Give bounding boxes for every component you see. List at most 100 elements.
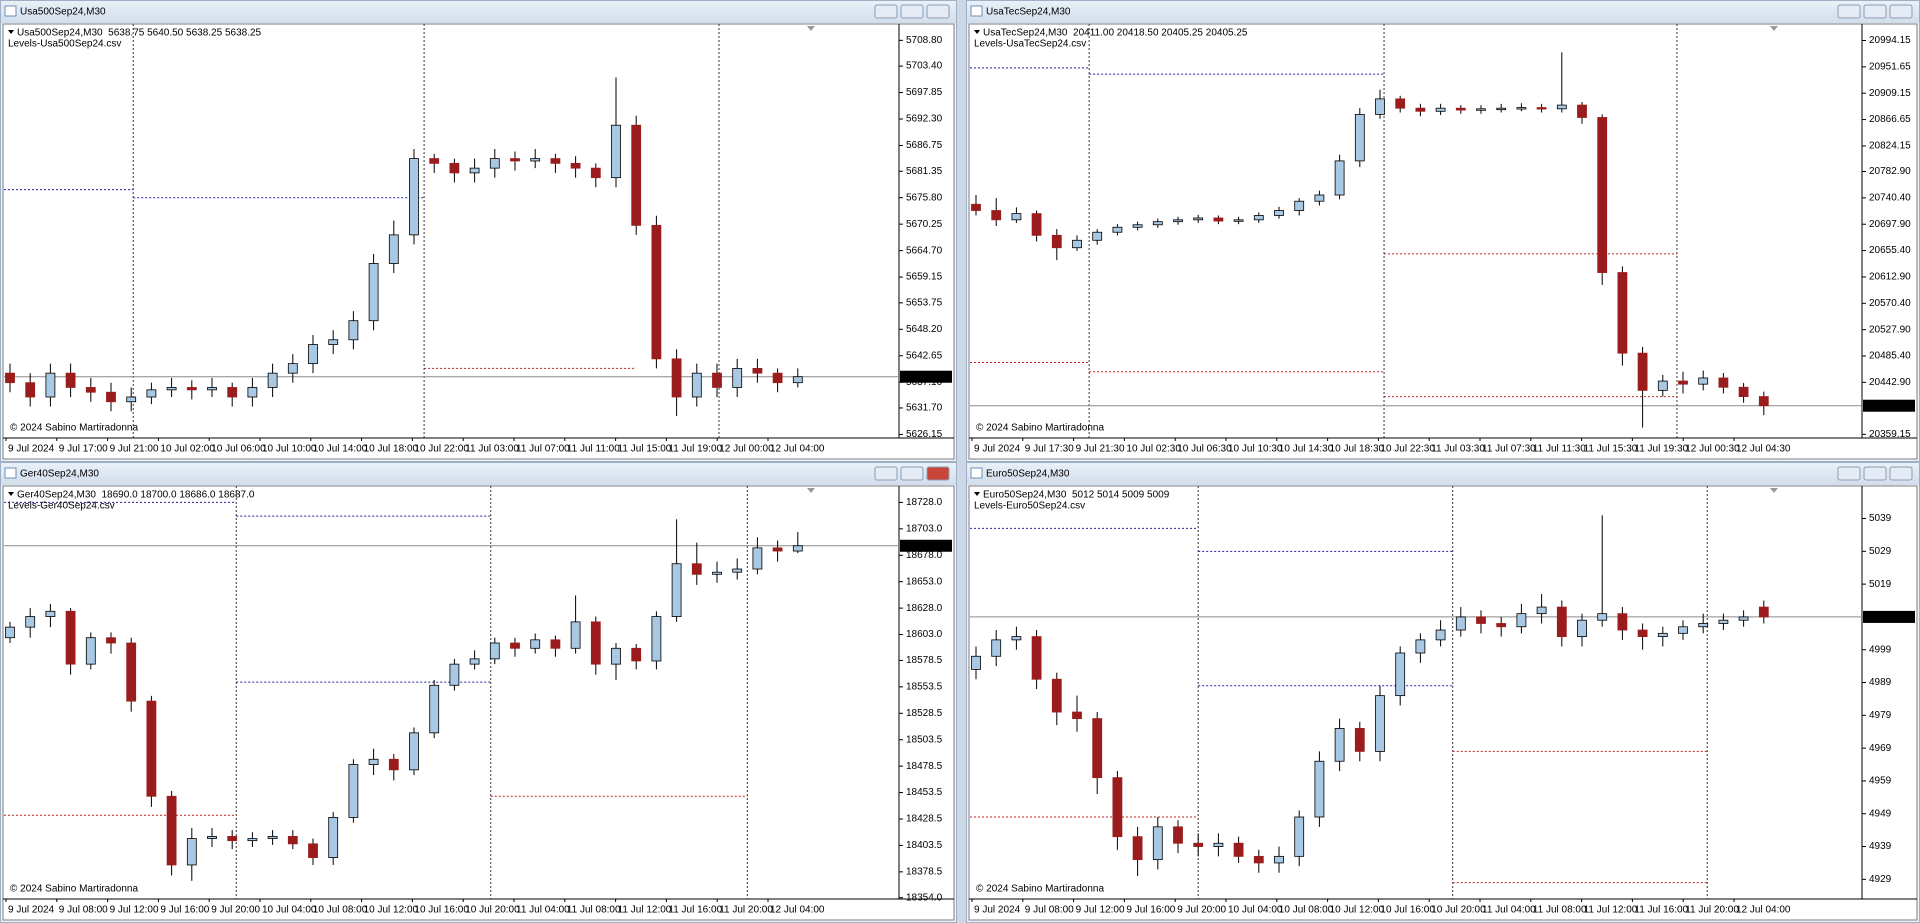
close-button[interactable] bbox=[926, 4, 950, 19]
candle-body bbox=[1657, 632, 1668, 638]
price-tag-label: 5638.25 bbox=[904, 371, 941, 382]
candle-body bbox=[106, 391, 116, 403]
price-tag bbox=[1863, 399, 1915, 412]
y-tick-label: 20782.90 bbox=[1869, 166, 1911, 177]
candle-body bbox=[1233, 842, 1244, 857]
candle-body bbox=[651, 224, 662, 360]
candle-body bbox=[1072, 239, 1082, 249]
candle-body bbox=[1556, 606, 1567, 638]
y-tick-label: 5703.40 bbox=[906, 61, 943, 72]
candle-body bbox=[651, 616, 662, 662]
candle-body bbox=[1354, 113, 1365, 162]
candle-body bbox=[1496, 107, 1507, 111]
candle-body bbox=[1092, 718, 1103, 779]
shift-marker bbox=[807, 26, 815, 31]
candle-body bbox=[1617, 272, 1628, 354]
y-tick-label: 20866.65 bbox=[1869, 114, 1911, 125]
candle-body bbox=[1657, 380, 1668, 391]
maximize-button[interactable] bbox=[900, 4, 924, 19]
candle-body bbox=[207, 836, 217, 839]
candle-body bbox=[227, 387, 238, 398]
candle-body bbox=[1718, 377, 1729, 388]
candle-body bbox=[388, 234, 399, 264]
candle-body bbox=[247, 387, 258, 398]
close-button[interactable] bbox=[1889, 4, 1913, 19]
y-tick-label: 18653.0 bbox=[906, 576, 943, 587]
x-tick-label: 10 Jul 02:30 bbox=[1126, 444, 1181, 455]
x-tick-label: 11 Jul 03:00 bbox=[465, 444, 519, 455]
y-tick-label: 5039 bbox=[1869, 513, 1892, 524]
y-tick-label: 18578.5 bbox=[906, 655, 943, 666]
candle-body bbox=[287, 363, 298, 374]
maximize-button[interactable] bbox=[1863, 466, 1887, 481]
close-button[interactable] bbox=[1889, 466, 1913, 481]
price-tag-label: 18687.0 bbox=[904, 540, 941, 551]
candle-body bbox=[409, 732, 419, 771]
copyright: © 2024 Sabino Martiradonna bbox=[976, 884, 1104, 895]
candle-body bbox=[85, 387, 96, 393]
shift-marker bbox=[1770, 488, 1778, 493]
x-tick-label: 12 Jul 04:00 bbox=[1736, 905, 1791, 916]
minimize-button[interactable] bbox=[1837, 4, 1861, 19]
y-tick-label: 20570.40 bbox=[1869, 298, 1911, 309]
candle-body bbox=[1375, 695, 1385, 752]
close-button[interactable] bbox=[926, 466, 950, 481]
candle-body bbox=[1476, 108, 1486, 111]
candle-body bbox=[1476, 616, 1486, 624]
candle-body bbox=[671, 358, 682, 398]
candle-body bbox=[1556, 104, 1567, 110]
x-tick-label: 11 Jul 07:30 bbox=[1482, 444, 1536, 455]
x-tick-label: 9 Jul 08:00 bbox=[59, 905, 108, 916]
chart-area bbox=[968, 485, 1918, 921]
candle-body bbox=[247, 838, 258, 842]
x-tick-label: 11 Jul 08:00 bbox=[567, 905, 621, 916]
candle-body bbox=[429, 158, 440, 164]
candle-body bbox=[1112, 777, 1123, 838]
minimize-button[interactable] bbox=[874, 4, 898, 19]
x-tick-label: 10 Jul 08:00 bbox=[313, 905, 368, 916]
candle-body bbox=[991, 639, 1002, 657]
x-tick-label: 11 Jul 15:00 bbox=[618, 444, 672, 455]
x-tick-label: 10 Jul 18:00 bbox=[364, 444, 419, 455]
x-tick-label: 9 Jul 21:30 bbox=[1076, 444, 1125, 455]
candle-body bbox=[1516, 107, 1527, 110]
candle-body bbox=[287, 836, 298, 845]
x-tick-label: 9 Jul 21:00 bbox=[110, 444, 159, 455]
candle-body bbox=[409, 158, 419, 236]
maximize-button[interactable] bbox=[1863, 4, 1887, 19]
info-line: UsaTecSep24,M30 20411.00 20418.50 20405.… bbox=[983, 28, 1248, 39]
x-tick-label: 9 Jul 2024 bbox=[8, 905, 55, 916]
candle-body bbox=[1193, 217, 1204, 221]
candle-body bbox=[489, 642, 500, 660]
y-tick-label: 18728.0 bbox=[906, 497, 943, 508]
x-tick-label: 9 Jul 12:00 bbox=[110, 905, 159, 916]
y-tick-label: 18628.0 bbox=[906, 603, 943, 614]
indicator-label: Levels-Usa500Sep24.csv bbox=[8, 39, 121, 50]
minimize-button[interactable] bbox=[874, 466, 898, 481]
candle-body bbox=[1213, 217, 1224, 222]
y-tick-label: 18354.0 bbox=[906, 892, 943, 903]
candle-body bbox=[631, 124, 642, 226]
candle-body bbox=[1617, 613, 1628, 631]
x-tick-label: 10 Jul 14:30 bbox=[1279, 444, 1334, 455]
window-title: Usa500Sep24,M30 bbox=[20, 7, 106, 18]
y-tick-label: 20612.90 bbox=[1869, 272, 1911, 283]
x-tick-label: 11 Jul 12:00 bbox=[1584, 905, 1638, 916]
candle-body bbox=[1577, 104, 1587, 118]
x-tick-label: 11 Jul 20:00 bbox=[719, 905, 773, 916]
y-tick-label: 4949 bbox=[1869, 808, 1892, 819]
candle-body bbox=[368, 758, 379, 765]
maximize-button[interactable] bbox=[900, 466, 924, 481]
x-tick-label: 11 Jul 16:00 bbox=[1634, 905, 1688, 916]
candle-body bbox=[308, 344, 318, 365]
candle-body bbox=[752, 547, 763, 570]
minimize-button[interactable] bbox=[1837, 466, 1861, 481]
candle-body bbox=[1597, 613, 1608, 621]
candle-body bbox=[186, 838, 197, 866]
candle-body bbox=[792, 376, 803, 384]
candle-body bbox=[1415, 639, 1426, 654]
candle-body bbox=[368, 263, 379, 322]
candle-body bbox=[166, 795, 177, 866]
candle-body bbox=[1698, 377, 1709, 385]
